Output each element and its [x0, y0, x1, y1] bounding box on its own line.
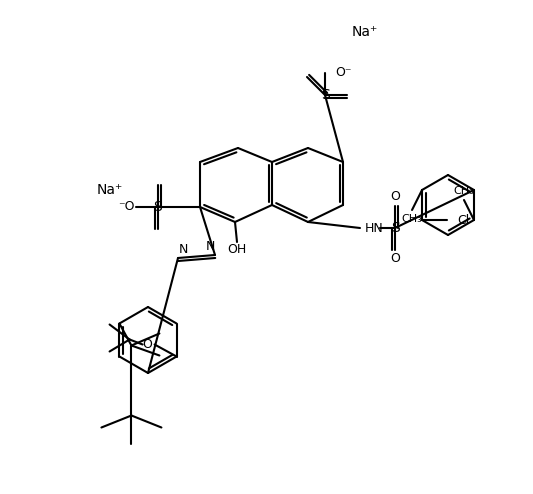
Text: S: S — [154, 200, 163, 214]
Text: Na⁺: Na⁺ — [352, 25, 378, 39]
Text: OH: OH — [228, 244, 247, 256]
Text: Cl: Cl — [457, 213, 469, 227]
Text: CH₃: CH₃ — [454, 186, 474, 196]
Text: CH₃: CH₃ — [402, 214, 422, 224]
Text: O: O — [143, 338, 152, 351]
Text: O: O — [390, 252, 400, 265]
Text: O: O — [390, 191, 400, 204]
Text: ⁻O: ⁻O — [118, 201, 134, 213]
Text: N: N — [179, 244, 188, 256]
Text: N: N — [205, 241, 215, 253]
Text: S: S — [391, 221, 399, 235]
Text: O⁻: O⁻ — [335, 67, 351, 80]
Text: S: S — [321, 88, 329, 102]
Text: Na⁺: Na⁺ — [97, 183, 123, 197]
Text: HN: HN — [365, 221, 384, 235]
